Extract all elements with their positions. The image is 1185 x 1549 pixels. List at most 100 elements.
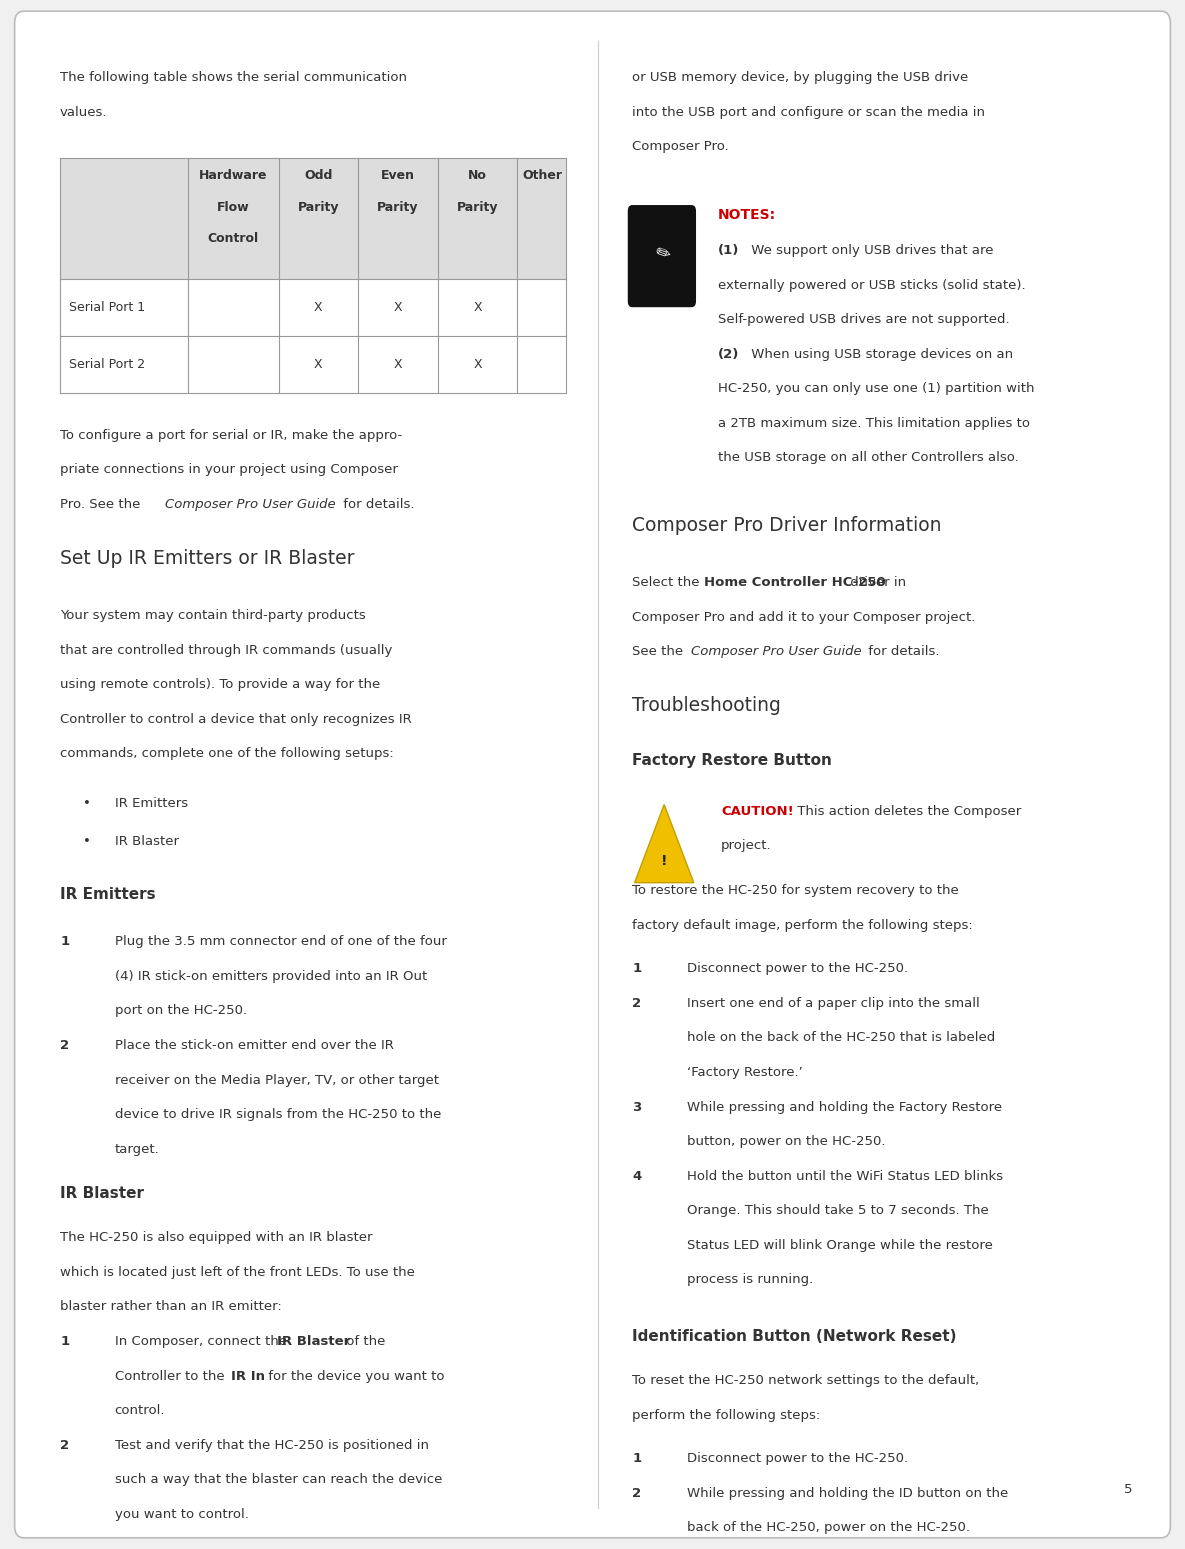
Text: using remote controls). To provide a way for the: using remote controls). To provide a way… [60, 678, 380, 691]
Text: 2: 2 [633, 998, 641, 1010]
Text: blaster rather than an IR emitter:: blaster rather than an IR emitter: [60, 1301, 282, 1314]
Text: X: X [393, 301, 402, 314]
Text: Parity: Parity [377, 200, 418, 214]
Text: See the: See the [633, 646, 687, 658]
Text: •: • [83, 835, 91, 847]
Text: 1: 1 [633, 1451, 641, 1465]
Text: Troubleshooting: Troubleshooting [633, 697, 781, 716]
Text: ‘Factory Restore.’: ‘Factory Restore.’ [687, 1066, 802, 1080]
Text: commands, complete one of the following setups:: commands, complete one of the following … [60, 748, 393, 761]
Text: IR Blaster: IR Blaster [115, 835, 179, 847]
Text: Serial Port 1: Serial Port 1 [69, 301, 146, 314]
Text: 5: 5 [1125, 1482, 1133, 1496]
Text: While pressing and holding the Factory Restore: While pressing and holding the Factory R… [687, 1100, 1003, 1114]
Text: project.: project. [720, 840, 771, 852]
Text: 1: 1 [633, 962, 641, 976]
Text: that are controlled through IR commands (usually: that are controlled through IR commands … [60, 644, 392, 657]
Text: No: No [468, 169, 487, 181]
Text: Status LED will blink Orange while the restore: Status LED will blink Orange while the r… [687, 1239, 993, 1252]
Text: Self-powered USB drives are not supported.: Self-powered USB drives are not supporte… [718, 313, 1010, 327]
Text: priate connections in your project using Composer: priate connections in your project using… [60, 463, 398, 477]
Text: of the: of the [341, 1335, 385, 1348]
Text: Place the stick-on emitter end over the IR: Place the stick-on emitter end over the … [115, 1039, 393, 1052]
Text: Even: Even [380, 169, 415, 181]
Text: Test and verify that the HC-250 is positioned in: Test and verify that the HC-250 is posit… [115, 1439, 429, 1451]
Text: for the device you want to: for the device you want to [264, 1369, 444, 1383]
Text: factory default image, perform the following steps:: factory default image, perform the follo… [633, 919, 973, 932]
Text: Composer Pro.: Composer Pro. [633, 141, 729, 153]
Text: (1): (1) [718, 245, 739, 257]
Text: the USB storage on all other Controllers also.: the USB storage on all other Controllers… [718, 451, 1018, 465]
Text: To reset the HC-250 network settings to the default,: To reset the HC-250 network settings to … [633, 1374, 980, 1386]
Text: X: X [393, 358, 402, 372]
Text: such a way that the blaster can reach the device: such a way that the blaster can reach th… [115, 1473, 442, 1485]
Text: device to drive IR signals from the HC-250 to the: device to drive IR signals from the HC-2… [115, 1108, 441, 1121]
Text: Hold the button until the WiFi Status LED blinks: Hold the button until the WiFi Status LE… [687, 1169, 1003, 1183]
Text: While pressing and holding the ID button on the: While pressing and holding the ID button… [687, 1487, 1008, 1499]
Text: X: X [473, 301, 482, 314]
Text: Insert one end of a paper clip into the small: Insert one end of a paper clip into the … [687, 998, 980, 1010]
Text: port on the HC-250.: port on the HC-250. [115, 1004, 246, 1018]
Text: 2: 2 [60, 1439, 69, 1451]
Text: Hardware: Hardware [199, 169, 268, 181]
Text: Your system may contain third-party products: Your system may contain third-party prod… [60, 609, 366, 623]
Text: button, power on the HC-250.: button, power on the HC-250. [687, 1135, 885, 1148]
Text: Pro. See the: Pro. See the [60, 499, 145, 511]
Text: Orange. This should take 5 to 7 seconds. The: Orange. This should take 5 to 7 seconds.… [687, 1204, 988, 1218]
Text: back of the HC-250, power on the HC-250.: back of the HC-250, power on the HC-250. [687, 1521, 969, 1534]
Text: Composer Pro Driver Information: Composer Pro Driver Information [633, 516, 942, 534]
Text: Composer Pro User Guide: Composer Pro User Guide [692, 646, 863, 658]
Text: NOTES:: NOTES: [718, 208, 776, 222]
Text: Composer Pro User Guide: Composer Pro User Guide [165, 499, 335, 511]
Text: receiver on the Media Player, TV, or other target: receiver on the Media Player, TV, or oth… [115, 1073, 438, 1086]
Bar [60, 336, 566, 393]
Text: IR In: IR In [231, 1369, 265, 1383]
FancyBboxPatch shape [628, 204, 696, 307]
Text: 1: 1 [60, 1335, 69, 1348]
Text: control.: control. [115, 1403, 165, 1417]
Text: Set Up IR Emitters or IR Blaster: Set Up IR Emitters or IR Blaster [60, 550, 354, 568]
Text: you want to control.: you want to control. [115, 1507, 249, 1521]
Text: into the USB port and configure or scan the media in: into the USB port and configure or scan … [633, 105, 985, 119]
Text: or USB memory device, by plugging the USB drive: or USB memory device, by plugging the US… [633, 71, 968, 84]
FancyBboxPatch shape [14, 11, 1171, 1538]
Text: which is located just left of the front LEDs. To use the: which is located just left of the front … [60, 1266, 415, 1279]
Polygon shape [635, 804, 693, 883]
Text: a 2TB maximum size. This limitation applies to: a 2TB maximum size. This limitation appl… [718, 417, 1030, 431]
Text: 2: 2 [60, 1039, 69, 1052]
Text: Plug the 3.5 mm connector end of one of the four: Plug the 3.5 mm connector end of one of … [115, 936, 447, 948]
Text: •: • [83, 798, 91, 810]
Text: IR Blaster: IR Blaster [60, 1187, 145, 1200]
Text: 3: 3 [633, 1100, 641, 1114]
Text: hole on the back of the HC-250 that is labeled: hole on the back of the HC-250 that is l… [687, 1032, 995, 1044]
Text: Disconnect power to the HC-250.: Disconnect power to the HC-250. [687, 1451, 908, 1465]
Text: process is running.: process is running. [687, 1273, 813, 1286]
Text: perform the following steps:: perform the following steps: [633, 1408, 820, 1422]
Text: Parity: Parity [297, 200, 339, 214]
Bar [60, 279, 566, 336]
Text: Serial Port 2: Serial Port 2 [69, 358, 146, 372]
Text: 2: 2 [633, 1487, 641, 1499]
Text: HC-250, you can only use one (1) partition with: HC-250, you can only use one (1) partiti… [718, 383, 1035, 395]
Text: 4: 4 [633, 1169, 641, 1183]
Text: Other: Other [521, 169, 562, 181]
Text: target.: target. [115, 1143, 160, 1156]
Text: Composer Pro and add it to your Composer project.: Composer Pro and add it to your Composer… [633, 610, 975, 624]
Text: values.: values. [60, 105, 108, 119]
Text: This action deletes the Composer: This action deletes the Composer [793, 804, 1021, 818]
Text: The HC-250 is also equipped with an IR blaster: The HC-250 is also equipped with an IR b… [60, 1231, 372, 1244]
Text: X: X [314, 358, 322, 372]
Text: 1: 1 [60, 936, 69, 948]
Text: IR Emitters: IR Emitters [60, 888, 155, 902]
Text: (4) IR stick-on emitters provided into an IR Out: (4) IR stick-on emitters provided into a… [115, 970, 427, 982]
Text: IR Emitters: IR Emitters [115, 798, 188, 810]
Text: ✏: ✏ [652, 243, 672, 265]
Text: In Composer, connect the: In Composer, connect the [115, 1335, 292, 1348]
Text: Control: Control [207, 232, 258, 245]
Text: Controller to the: Controller to the [115, 1369, 229, 1383]
Text: Home Controller HC-250: Home Controller HC-250 [704, 576, 885, 589]
Text: X: X [314, 301, 322, 314]
Bar [60, 158, 566, 279]
Text: Flow: Flow [217, 200, 249, 214]
Text: IR Blaster: IR Blaster [277, 1335, 350, 1348]
